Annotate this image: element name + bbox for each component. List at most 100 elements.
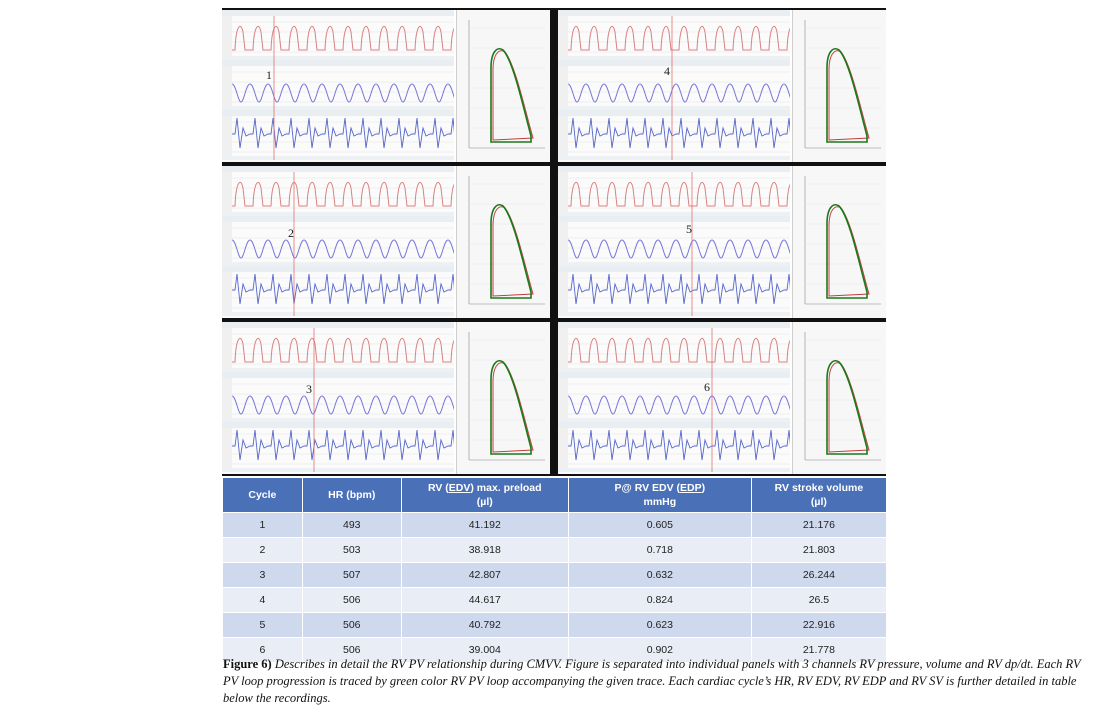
channel-axis	[558, 172, 568, 216]
figure-caption: Figure 6) Describes in detail the RV PV …	[223, 656, 1091, 707]
channel-axis	[222, 16, 232, 60]
channel-header	[558, 216, 790, 222]
edv-prefix: RV (	[427, 482, 449, 494]
pv-loop-plot	[456, 322, 550, 474]
pressure-trace	[232, 25, 454, 51]
pv-loop-svg	[468, 20, 545, 149]
panel-number-label: 2	[288, 226, 294, 240]
pv-loop-plot	[792, 322, 886, 474]
channel-header	[222, 166, 454, 172]
cell-sv: 26.5	[751, 587, 888, 613]
channel-header	[558, 110, 790, 116]
channel-divider	[558, 418, 790, 422]
channel-header	[222, 422, 454, 428]
channel-header	[558, 372, 790, 378]
traces-svg	[558, 166, 790, 316]
cell-cycle: 5	[223, 612, 303, 638]
table-row: 4 506 44.617 0.824 26.5	[223, 587, 888, 613]
channel-divider	[222, 312, 454, 316]
pressure-trace	[568, 25, 790, 51]
sv-unit: (µl)	[810, 496, 827, 508]
channel-traces	[558, 322, 790, 474]
cell-sv: 21.778	[751, 637, 888, 662]
channel-header	[558, 60, 790, 66]
channel-divider	[222, 106, 454, 110]
panel-number-label: 6	[704, 380, 710, 394]
channel-divider	[558, 56, 790, 60]
channel-header	[222, 110, 454, 116]
cell-edv: 44.617	[401, 587, 569, 613]
channel-header	[222, 372, 454, 378]
pv-loop-svg	[468, 332, 545, 461]
traces-svg	[222, 322, 454, 472]
channel-header	[222, 322, 454, 328]
cell-cycle: 1	[223, 512, 303, 538]
cell-edv: 38.918	[401, 537, 569, 563]
dpdt-trace	[232, 273, 454, 305]
col-header-cycle: Cycle	[223, 478, 303, 513]
channel-header	[222, 60, 454, 66]
edp-prefix: P@ RV EDV (	[614, 482, 681, 494]
channel-traces	[558, 10, 790, 162]
channel-divider	[558, 212, 790, 216]
pv-loop-green	[490, 48, 532, 143]
pv-loop-svg	[804, 332, 881, 461]
panel-number-label: 3	[306, 382, 312, 396]
cell-cycle: 6	[223, 637, 303, 662]
recording-panel: 6	[558, 322, 886, 474]
pressure-trace	[568, 181, 790, 207]
channel-header	[558, 166, 790, 172]
cell-hr: 506	[302, 587, 402, 613]
pv-loop-red	[828, 206, 870, 297]
cell-edp: 0.632	[568, 562, 752, 588]
cell-edv: 42.807	[401, 562, 569, 588]
caption-text: Describes in detail the RV PV relationsh…	[223, 657, 1081, 705]
traces-svg	[558, 10, 790, 160]
channel-header	[558, 422, 790, 428]
col-header-hr: HR (bpm)	[302, 478, 402, 513]
channel-axis	[558, 116, 568, 160]
pv-loop-svg	[804, 176, 881, 305]
pv-loop-green	[490, 360, 532, 455]
cell-sv: 21.176	[751, 512, 888, 538]
panel-number-label: 4	[664, 64, 670, 78]
cell-hr: 503	[302, 537, 402, 563]
channel-divider	[222, 468, 454, 472]
cardiac-cycle-table: Cycle HR (bpm) RV (EDV) max. preload (µl…	[223, 478, 888, 662]
volume-trace	[567, 395, 790, 415]
volume-trace	[567, 239, 790, 259]
channel-axis	[222, 222, 232, 266]
channel-axis	[222, 428, 232, 472]
channel-divider	[558, 468, 790, 472]
channel-divider	[558, 262, 790, 266]
table-row: 3 507 42.807 0.632 26.244	[223, 562, 888, 588]
edp-unit: mmHg	[643, 496, 677, 508]
channel-traces	[222, 322, 454, 474]
channel-axis	[558, 378, 568, 422]
channel-axis	[222, 66, 232, 110]
cell-sv: 21.803	[751, 537, 888, 563]
recording-panel: 2	[222, 166, 550, 318]
channel-divider	[558, 312, 790, 316]
traces-svg	[222, 10, 454, 160]
channel-divider	[558, 106, 790, 110]
pv-loop-green	[490, 204, 532, 299]
dpdt-trace	[232, 117, 454, 149]
pv-loop-plot	[792, 166, 886, 318]
table-row: 2 503 38.918 0.718 21.803	[223, 537, 888, 563]
recording-panel: 5	[558, 166, 886, 318]
figure-panels-area: 1 4 2 5 3 6	[222, 8, 886, 476]
channel-divider	[222, 212, 454, 216]
channel-traces	[222, 166, 454, 318]
pv-loop-plot	[792, 10, 886, 162]
channel-axis	[558, 222, 568, 266]
channel-axis	[222, 272, 232, 316]
channel-header	[558, 10, 790, 16]
table-row: 1 493 41.192 0.605 21.176	[223, 512, 888, 538]
channel-traces	[558, 166, 790, 318]
channel-axis	[222, 172, 232, 216]
channel-divider	[558, 156, 790, 160]
cell-sv: 26.244	[751, 562, 888, 588]
table-row: 6 506 39.004 0.902 21.778	[223, 637, 888, 662]
traces-svg	[222, 166, 454, 316]
